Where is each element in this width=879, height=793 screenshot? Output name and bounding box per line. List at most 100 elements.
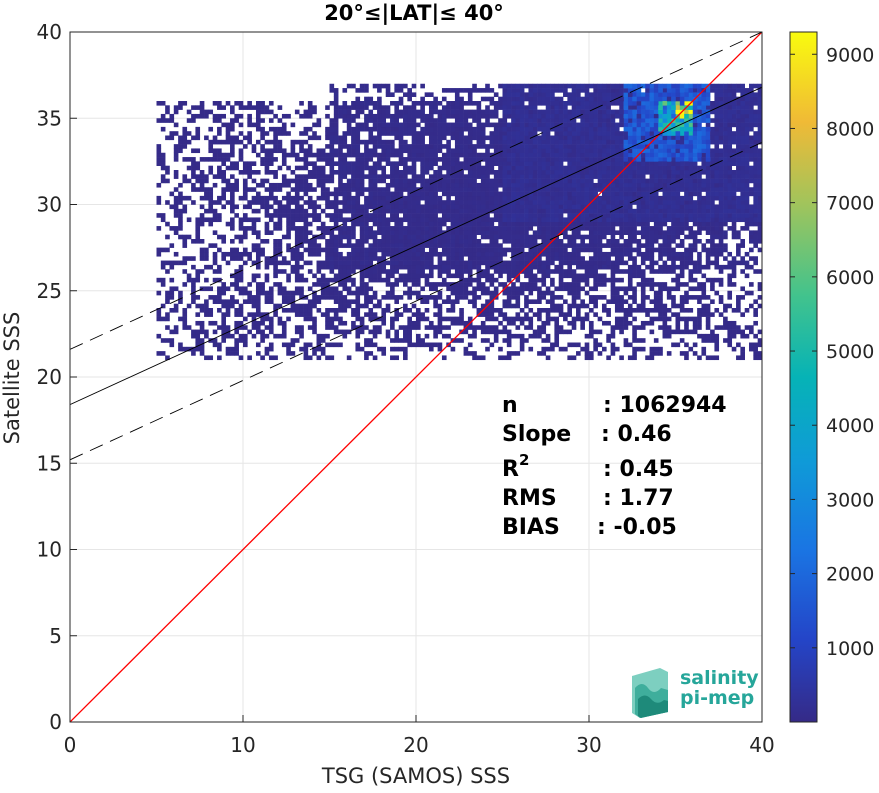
- density-cell: [390, 179, 395, 184]
- density-cell: [515, 312, 520, 317]
- density-cell: [637, 304, 642, 309]
- density-cell: [256, 127, 261, 132]
- density-cell: [658, 196, 663, 201]
- density-cell: [455, 222, 460, 227]
- density-cell: [567, 252, 572, 257]
- density-cell: [200, 183, 205, 188]
- density-cell: [477, 261, 482, 266]
- density-cell: [524, 317, 529, 322]
- density-cell: [407, 338, 412, 343]
- density-cell: [688, 252, 693, 257]
- density-cell: [442, 269, 447, 274]
- density-cell: [338, 291, 343, 296]
- density-cell: [182, 209, 187, 214]
- density-cell: [312, 243, 317, 248]
- density-cell: [451, 239, 456, 244]
- density-cell: [546, 308, 551, 313]
- density-cell: [719, 123, 724, 128]
- density-cell: [477, 127, 482, 132]
- density-cell: [416, 148, 421, 153]
- density-cell: [191, 118, 196, 123]
- density-cell: [671, 330, 676, 335]
- density-cell: [589, 140, 594, 145]
- density-cell: [710, 196, 715, 201]
- density-cell: [239, 105, 244, 110]
- density-cell: [585, 183, 590, 188]
- density-cell: [667, 213, 672, 218]
- density-cell: [477, 136, 482, 141]
- density-cell: [286, 217, 291, 222]
- density-cell: [524, 183, 529, 188]
- density-cell: [299, 304, 304, 309]
- density-cell: [308, 187, 313, 192]
- density-cell: [368, 308, 373, 313]
- density-cell: [632, 235, 637, 240]
- density-cell: [490, 196, 495, 201]
- density-cell: [355, 243, 360, 248]
- density-cell: [230, 153, 235, 158]
- density-cell: [161, 282, 166, 287]
- density-cell: [394, 299, 399, 304]
- density-cell: [334, 239, 339, 244]
- density-cell: [256, 256, 261, 261]
- density-cell: [684, 325, 689, 330]
- density-cell: [658, 347, 663, 352]
- density-cell: [701, 274, 706, 279]
- density-cell: [680, 351, 685, 356]
- density-cell: [373, 334, 378, 339]
- density-cell: [286, 235, 291, 240]
- density-cell: [282, 114, 287, 119]
- density-cell: [217, 217, 222, 222]
- density-cell: [429, 148, 434, 153]
- density-cell: [429, 114, 434, 119]
- density-cell: [286, 205, 291, 210]
- density-cell: [308, 261, 313, 266]
- density-cell: [234, 166, 239, 171]
- density-cell: [295, 256, 300, 261]
- density-cell: [169, 343, 174, 348]
- density-cell: [299, 217, 304, 222]
- density-cell: [641, 295, 646, 300]
- density-cell: [515, 235, 520, 240]
- density-cell: [386, 148, 391, 153]
- density-cell: [732, 308, 737, 313]
- density-cell: [706, 209, 711, 214]
- density-cell: [541, 114, 546, 119]
- density-cell: [455, 174, 460, 179]
- density-cell: [351, 243, 356, 248]
- density-cell: [360, 157, 365, 162]
- density-cell: [528, 274, 533, 279]
- density-cell: [386, 157, 391, 162]
- density-cell: [355, 205, 360, 210]
- density-cell: [472, 144, 477, 149]
- density-cell: [541, 252, 546, 257]
- density-cell: [537, 334, 542, 339]
- density-cell: [485, 243, 490, 248]
- density-cell: [498, 101, 503, 106]
- density-cell: [680, 174, 685, 179]
- density-cell: [593, 265, 598, 270]
- density-cell: [377, 179, 382, 184]
- density-cell: [541, 148, 546, 153]
- density-cell: [278, 105, 283, 110]
- density-cell: [342, 174, 347, 179]
- density-cell: [429, 347, 434, 352]
- density-cell: [684, 299, 689, 304]
- density-cell: [624, 170, 629, 175]
- density-cell: [520, 261, 525, 266]
- density-cell: [295, 274, 300, 279]
- density-cell: [464, 205, 469, 210]
- density-cell: [226, 157, 231, 162]
- density-cell: [628, 321, 633, 326]
- density-cell: [585, 131, 590, 136]
- density-cell: [727, 110, 732, 115]
- density-cell: [321, 166, 326, 171]
- density-cell: [563, 256, 568, 261]
- density-cell: [650, 355, 655, 360]
- density-cell: [334, 317, 339, 322]
- density-cell: [334, 265, 339, 270]
- density-cell: [554, 295, 559, 300]
- density-cell: [464, 114, 469, 119]
- density-cell: [455, 321, 460, 326]
- density-cell: [650, 157, 655, 162]
